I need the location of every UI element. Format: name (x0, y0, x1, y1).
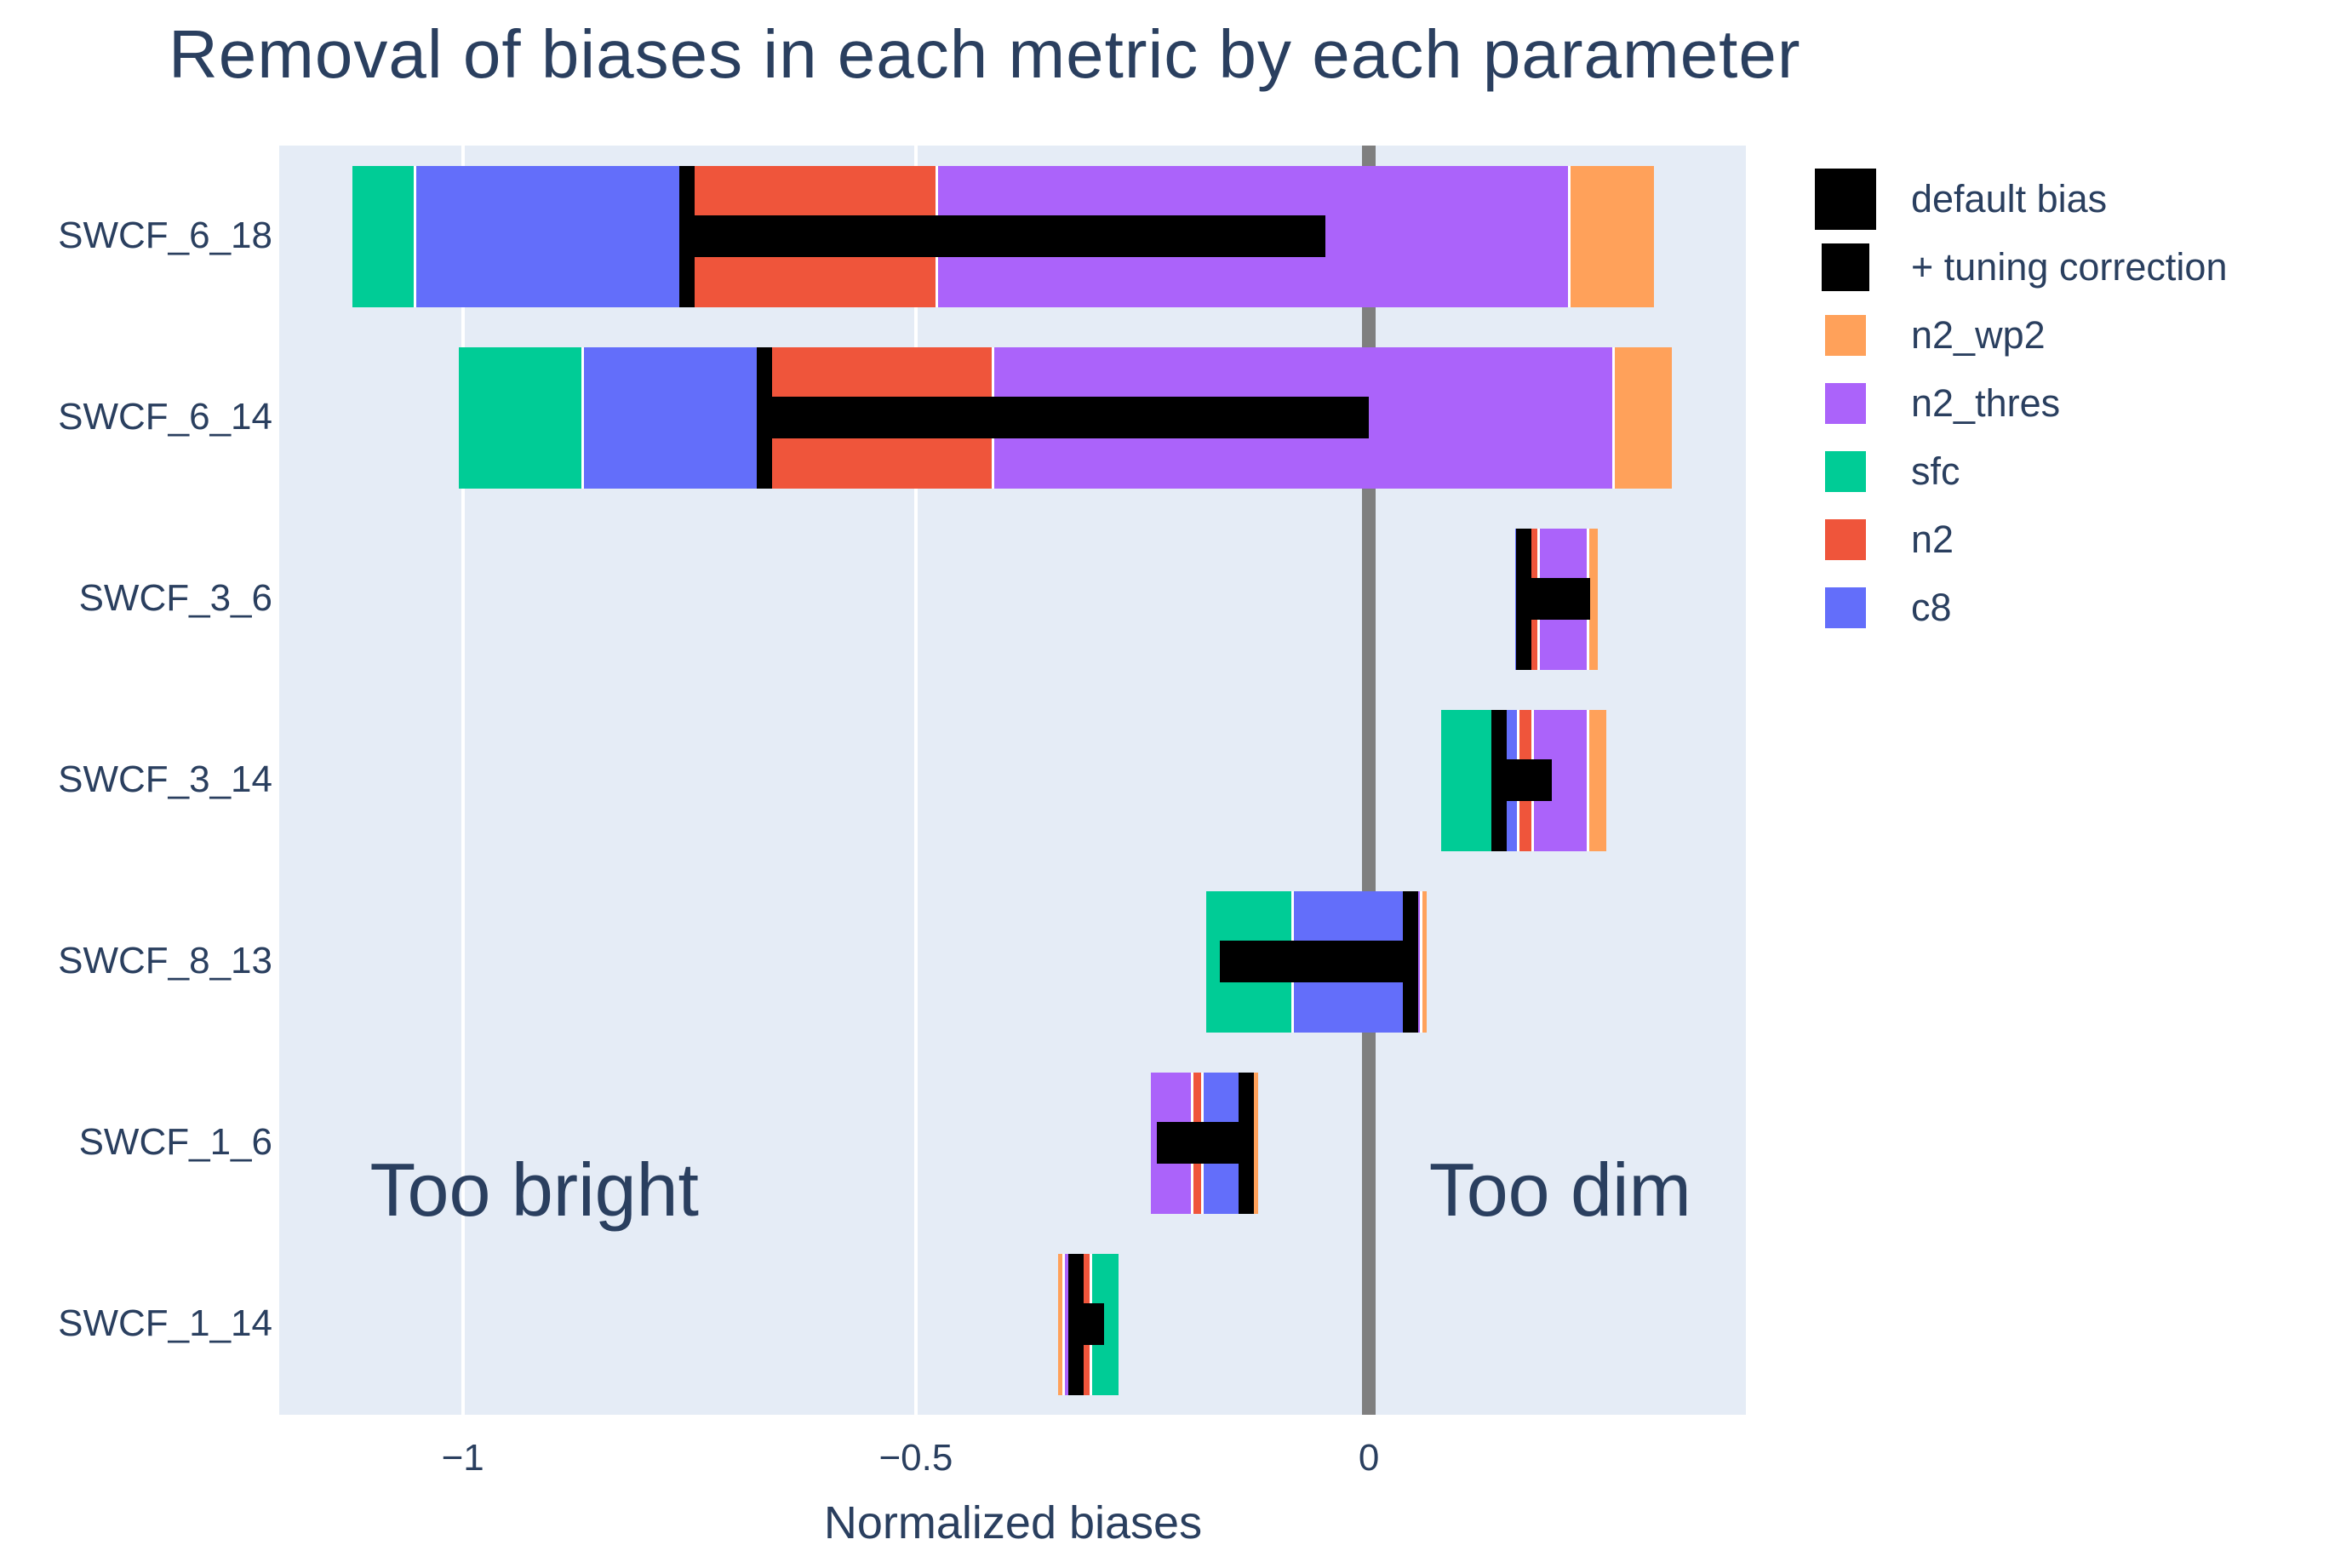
legend-item-n2_thres[interactable]: n2_thres (1813, 369, 2227, 438)
x-axis-title: Normalized biases (823, 1497, 1203, 1548)
legend-swatch-box (1813, 169, 1877, 230)
legend-label-c8: c8 (1911, 586, 1952, 629)
legend-swatch-box (1813, 519, 1877, 560)
annotation-too-dim: Too dim (1428, 1147, 1691, 1233)
legend-label-default_bias: default bias (1911, 177, 2108, 220)
bar-segment-n2_wp2[interactable] (1058, 1253, 1064, 1395)
sfc-swatch-icon (1824, 451, 1866, 492)
default_bias-swatch-icon (1814, 169, 1876, 230)
legend-label-n2_wp2: n2_wp2 (1911, 313, 2046, 357)
default-bias-marker[interactable] (1516, 528, 1532, 670)
bar-segment-sfc[interactable] (352, 165, 415, 307)
n2_thres-swatch-icon (1824, 383, 1866, 424)
tuning-correction-bar[interactable] (757, 397, 1370, 438)
legend-item-default_bias[interactable]: default bias (1813, 165, 2227, 233)
default-bias-marker[interactable] (1068, 1253, 1084, 1395)
tuning-correction-bar[interactable] (1219, 941, 1419, 982)
bar-segment-sfc[interactable] (459, 346, 583, 489)
legend-swatch-box (1813, 243, 1877, 291)
y-tick-label: SWCF_1_14 (58, 1302, 272, 1344)
default-bias-marker[interactable] (1403, 890, 1419, 1033)
segment-divider (1061, 1253, 1065, 1395)
tuning-correction-bar[interactable] (678, 215, 1326, 257)
y-tick-label: SWCF_6_14 (58, 395, 272, 438)
default-bias-marker[interactable] (757, 346, 773, 489)
x-tick-label: 0 (1358, 1437, 1380, 1479)
n2-swatch-icon (1824, 519, 1866, 560)
gridline (913, 146, 918, 1415)
bar-segment-c8[interactable] (582, 346, 765, 489)
x-tick-label: −0.5 (878, 1437, 953, 1479)
legend-swatch-box (1813, 315, 1877, 356)
legend-item-tuning[interactable]: + tuning correction (1813, 233, 2227, 301)
segment-divider (581, 346, 584, 489)
legend-label-n2_thres: n2_thres (1911, 381, 2061, 425)
gridline (461, 146, 465, 1415)
legend-swatch-box (1813, 451, 1877, 492)
bar-segment-n2_wp2[interactable] (1613, 346, 1672, 489)
y-tick-label: SWCF_3_14 (58, 758, 272, 800)
bar-segment-n2_wp2[interactable] (1588, 528, 1599, 670)
x-tick-label: −1 (441, 1437, 484, 1479)
default-bias-marker[interactable] (1239, 1072, 1255, 1214)
tuning-correction-bar[interactable] (1157, 1122, 1255, 1164)
bar-segment-n2_wp2[interactable] (1569, 165, 1655, 307)
segment-divider (413, 165, 416, 307)
bar-segment-n2_wp2[interactable] (1588, 709, 1607, 851)
bar-segment-c8[interactable] (415, 165, 687, 307)
plot-area (279, 146, 1746, 1415)
legend-item-sfc[interactable]: sfc (1813, 438, 2227, 506)
default-bias-marker[interactable] (678, 165, 695, 307)
y-tick-label: SWCF_3_6 (78, 576, 272, 619)
y-tick-label: SWCF_6_18 (58, 214, 272, 256)
legend-swatch-box (1813, 383, 1877, 424)
y-tick-label: SWCF_1_6 (78, 1120, 272, 1163)
segment-divider (1612, 346, 1616, 489)
chart-title: Removal of biases in each metric by each… (169, 16, 1801, 92)
y-tick-label: SWCF_8_13 (58, 939, 272, 981)
legend-item-c8[interactable]: c8 (1813, 574, 2227, 642)
legend-label-tuning: + tuning correction (1911, 245, 2228, 289)
segment-divider (1420, 890, 1423, 1033)
bar-segment-n2_wp2[interactable] (1421, 890, 1428, 1033)
segment-divider (1567, 165, 1571, 307)
zero-line (1362, 146, 1376, 1415)
legend-swatch-box (1813, 587, 1877, 628)
annotation-too-bright: Too bright (369, 1147, 699, 1233)
segment-divider (1587, 709, 1590, 851)
n2_wp2-swatch-icon (1824, 315, 1866, 356)
legend-item-n2_wp2[interactable]: n2_wp2 (1813, 301, 2227, 369)
default-bias-marker[interactable] (1491, 709, 1508, 851)
legend-label-sfc: sfc (1911, 449, 1960, 493)
c8-swatch-icon (1824, 587, 1866, 628)
bar-segment-sfc[interactable] (1441, 709, 1500, 851)
legend: default bias + tuning correction n2_wp2 n2_… (1813, 165, 2227, 642)
legend-item-n2[interactable]: n2 (1813, 506, 2227, 574)
legend-label-n2: n2 (1911, 518, 1954, 561)
tuning-swatch-icon (1821, 243, 1869, 291)
